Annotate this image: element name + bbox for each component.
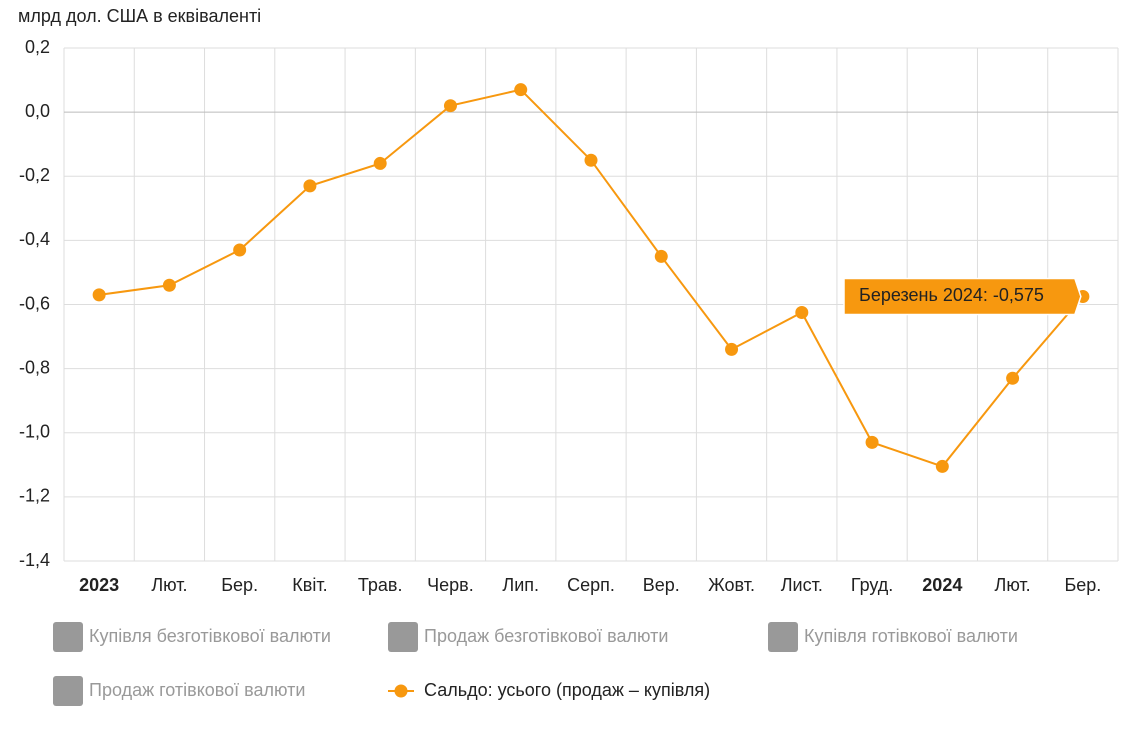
y-tick-label: 0,0	[25, 101, 50, 121]
x-tick-label: Бер.	[1064, 575, 1101, 595]
x-tick-label: Груд.	[851, 575, 893, 595]
x-tick-label: Лип.	[502, 575, 539, 595]
x-tick-label: Лист.	[781, 575, 823, 595]
tooltip: Березень 2024: -0,575	[843, 277, 1082, 316]
point	[514, 83, 528, 97]
x-tick-label: Лют.	[995, 575, 1031, 595]
x-tick-label: Серп.	[567, 575, 615, 595]
legend-swatch[interactable]	[388, 622, 418, 652]
y-tick-label: -0,2	[19, 165, 50, 185]
point	[725, 342, 739, 356]
x-tick-label: Лют.	[151, 575, 187, 595]
point	[443, 99, 457, 113]
legend-swatch[interactable]	[53, 622, 83, 652]
legend-swatch[interactable]	[768, 622, 798, 652]
x-tick-label: Трав.	[358, 575, 403, 595]
y-tick-label: -0,6	[19, 293, 50, 313]
legend-swatch[interactable]	[53, 676, 83, 706]
point	[303, 179, 317, 193]
legend-label[interactable]: Сальдо: усього (продаж – купівля)	[424, 680, 710, 700]
point	[865, 435, 879, 449]
y-tick-label: -1,4	[19, 550, 50, 570]
y-tick-label: -1,2	[19, 486, 50, 506]
point	[1006, 371, 1020, 385]
y-tick-label: 0,2	[25, 37, 50, 57]
point	[233, 243, 247, 257]
legend-label[interactable]: Продаж безготівкової валюти	[424, 626, 668, 646]
x-tick-label: Вер.	[643, 575, 680, 595]
y-tick-label: -0,4	[19, 229, 50, 249]
legend-label[interactable]: Продаж готівкової валюти	[89, 680, 305, 700]
point	[795, 306, 809, 320]
legend-label[interactable]: Купівля готівкової валюти	[804, 626, 1018, 646]
tooltip-box	[843, 277, 1082, 316]
x-tick-label: 2023	[79, 575, 119, 595]
point	[162, 278, 176, 292]
legend-label[interactable]: Купівля безготівкової валюти	[89, 626, 331, 646]
point	[373, 156, 387, 170]
y-axis-title: млрд дол. США в еквіваленті	[18, 6, 261, 26]
x-tick-label: Жовт.	[708, 575, 755, 595]
point	[935, 459, 949, 473]
point	[92, 288, 106, 302]
x-tick-label: Бер.	[221, 575, 258, 595]
point	[654, 249, 668, 263]
x-tick-label: 2024	[922, 575, 962, 595]
y-tick-label: -1,0	[19, 422, 50, 442]
x-tick-label: Квіт.	[292, 575, 327, 595]
x-tick-label: Черв.	[427, 575, 474, 595]
tooltip-text: Березень 2024: -0,575	[859, 285, 1044, 305]
legend-marker[interactable]	[394, 684, 408, 698]
point	[584, 153, 598, 167]
y-tick-label: -0,8	[19, 357, 50, 377]
